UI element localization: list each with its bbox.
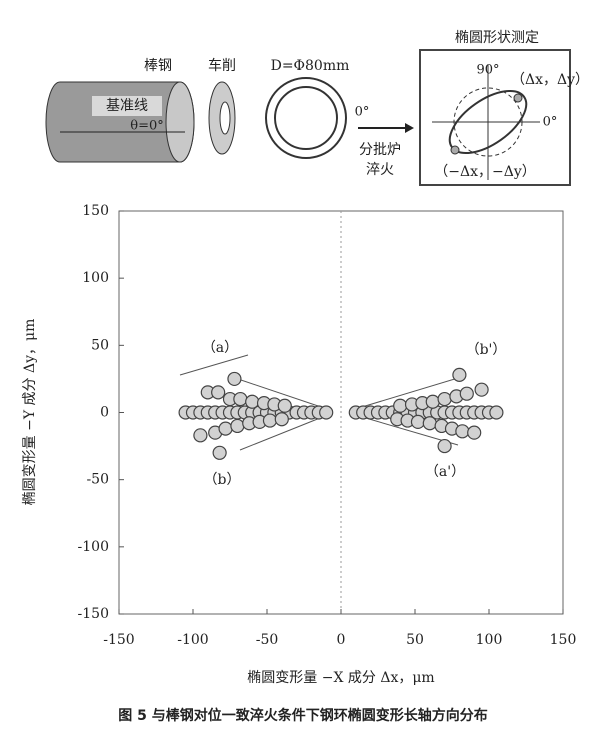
label: 90° <box>476 63 499 78</box>
point <box>233 391 248 407</box>
label: 0° <box>355 105 370 120</box>
y-tick-label: -100 <box>78 539 109 555</box>
point <box>425 394 440 409</box>
point <box>455 424 470 439</box>
leader <box>179 354 249 376</box>
label: 基准线 <box>106 97 148 114</box>
leader <box>351 377 459 411</box>
annotation: （a） <box>202 340 238 356</box>
x-axis-label: 椭圆变形量 −X 成分 Δx，μm <box>247 670 434 686</box>
point <box>422 416 437 431</box>
point <box>437 391 452 407</box>
point <box>513 93 523 103</box>
x-tick-label: -150 <box>103 632 134 648</box>
arrow-head <box>405 123 414 133</box>
x-tick-label: 150 <box>550 632 577 648</box>
measure-box <box>419 49 571 186</box>
point <box>193 428 208 443</box>
point <box>467 425 482 440</box>
x-tick-label: -50 <box>256 632 279 648</box>
point <box>450 145 460 155</box>
point <box>489 405 504 420</box>
point <box>245 394 260 409</box>
label-bg <box>92 96 162 116</box>
diagram: 基准线 θ=0° 棒钢 车削 D=Φ80mm 0° 分批炉 淬火 椭圆形状测定 … <box>45 30 589 186</box>
point <box>212 445 227 460</box>
point <box>410 414 426 430</box>
point <box>474 382 489 397</box>
label: 车削 <box>208 57 236 74</box>
point <box>218 421 233 436</box>
label: 分批炉 <box>359 142 401 158</box>
caption: 图 5 与棒钢对位一致淬火条件下钢环椭圆变形长轴方向分布 <box>118 707 488 724</box>
point <box>262 413 278 428</box>
label: 0° <box>543 115 558 130</box>
y-tick-label: 50 <box>91 337 109 353</box>
label: （−Δx，−Δy） <box>434 164 536 180</box>
label: D=Φ80mm <box>271 58 350 74</box>
ring <box>265 77 347 159</box>
leader <box>234 377 331 411</box>
leader <box>239 413 331 451</box>
annotation: （b'） <box>466 342 507 358</box>
y-tick-label: 100 <box>82 270 109 286</box>
point <box>227 371 242 387</box>
label: 淬火 <box>366 162 394 178</box>
x-tick-label: -100 <box>177 632 208 648</box>
point <box>319 405 334 420</box>
circle <box>453 87 523 157</box>
point <box>459 386 474 401</box>
annotation: （a'） <box>425 464 465 480</box>
point <box>274 412 289 427</box>
y-tick-label: -150 <box>78 606 109 622</box>
x-tick-label: 50 <box>406 632 424 648</box>
point <box>277 398 292 413</box>
label: （Δx，Δy） <box>511 72 589 88</box>
label: 棒钢 <box>144 58 172 74</box>
y-axis-label: 椭圆变形量 −Y 成分 Δy，μm <box>22 319 38 506</box>
x-tick-label: 0 <box>337 632 346 648</box>
y-tick-label: 150 <box>82 203 109 219</box>
disk-hole <box>219 101 231 135</box>
x-tick-label: 100 <box>476 632 503 648</box>
bar-end <box>165 81 195 163</box>
y-tick-label: -50 <box>86 472 109 488</box>
point <box>452 367 467 382</box>
point <box>211 385 226 400</box>
ring-inner <box>274 86 338 150</box>
point <box>393 398 408 413</box>
label: 椭圆形状测定 <box>455 30 539 46</box>
point <box>230 418 245 434</box>
annotation: （b） <box>204 472 241 488</box>
y-tick-label: 0 <box>100 405 109 421</box>
point <box>437 438 452 454</box>
label: θ=0° <box>130 119 164 134</box>
